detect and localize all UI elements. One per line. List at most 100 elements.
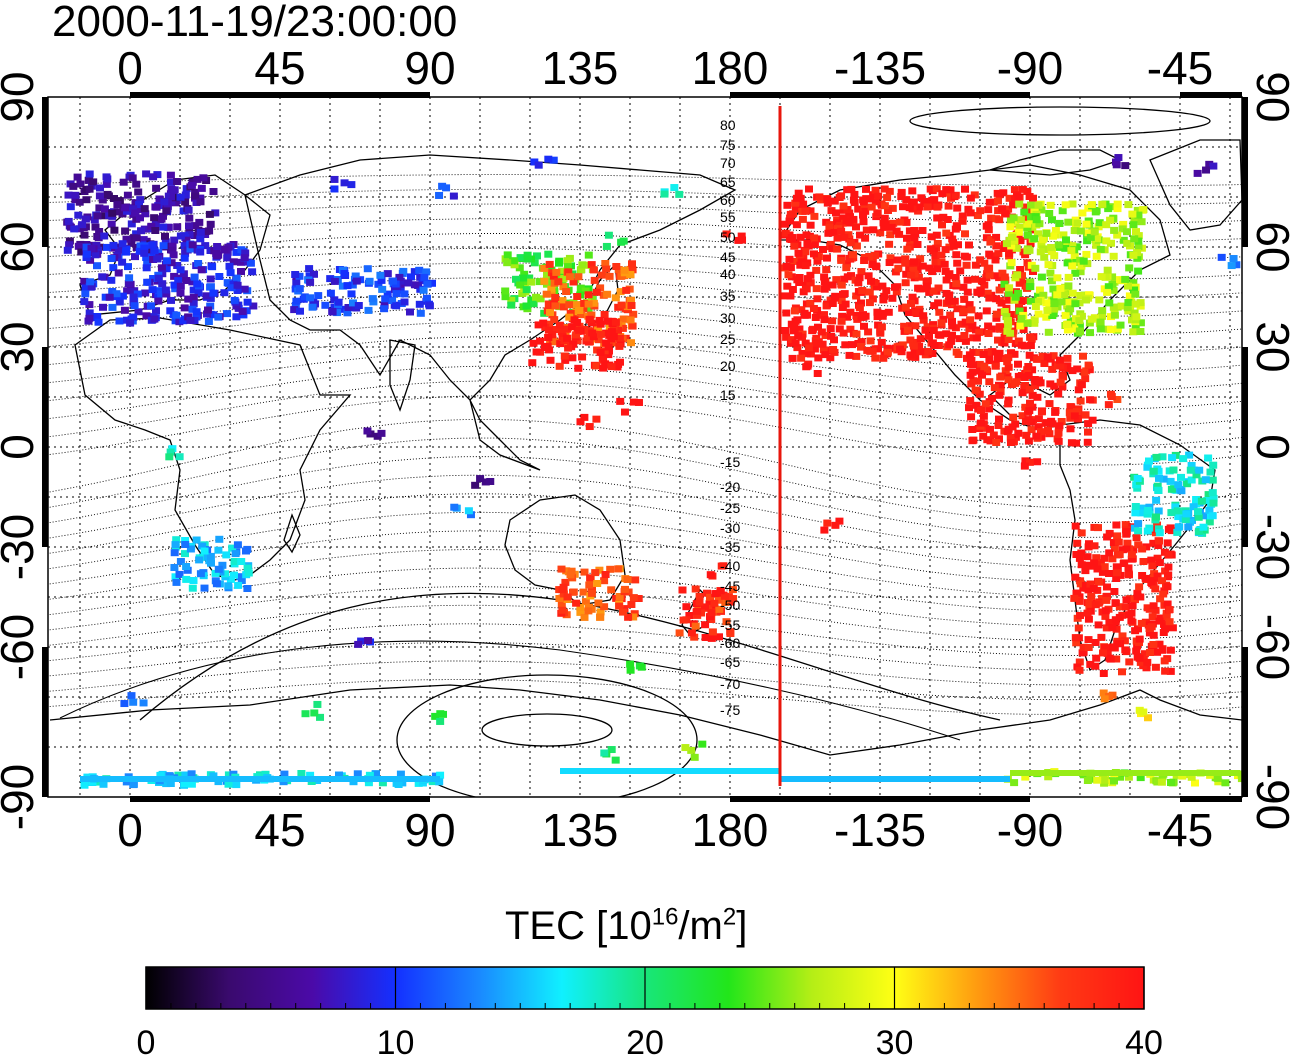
contour-label: 50 xyxy=(720,229,736,245)
tec-cell xyxy=(1090,228,1099,236)
tec-cell xyxy=(839,329,848,337)
tec-cell xyxy=(958,212,967,220)
tec-cell xyxy=(450,503,459,511)
tec-cell xyxy=(1025,407,1034,415)
tec-cell xyxy=(547,285,556,293)
tec-cell xyxy=(780,776,1010,782)
tec-cell xyxy=(1090,559,1099,567)
tec-cell xyxy=(1165,618,1174,626)
tec-cell xyxy=(1142,543,1151,551)
tec-cell xyxy=(153,171,162,179)
tec-cell xyxy=(1047,248,1056,256)
tec-cell xyxy=(985,405,994,413)
tec-cell xyxy=(149,256,158,263)
tec-cell xyxy=(919,312,928,320)
tec-cell xyxy=(690,633,699,641)
lon-label-bottom: 0 xyxy=(117,804,143,856)
tec-cell xyxy=(143,278,152,286)
tec-cell xyxy=(113,201,122,209)
tec-cell xyxy=(850,199,859,206)
tec-cell xyxy=(1014,429,1023,437)
tec-cell xyxy=(392,290,401,298)
tec-cell xyxy=(108,288,117,295)
tec-cell xyxy=(961,230,969,238)
tec-cell xyxy=(295,285,304,293)
tec-cell xyxy=(983,289,992,297)
tec-cell xyxy=(449,192,458,200)
tec-cell xyxy=(142,312,151,320)
tec-cell xyxy=(173,262,182,269)
tec-cell xyxy=(915,342,924,350)
tec-cell xyxy=(1124,564,1133,572)
tec-cell xyxy=(519,274,527,282)
tec-cell xyxy=(952,280,961,288)
tec-cell xyxy=(243,564,252,572)
tec-cell xyxy=(1149,641,1158,648)
tec-cell xyxy=(972,334,981,342)
tec-cell xyxy=(135,201,143,209)
tec-cell xyxy=(705,600,714,608)
bottom-bar xyxy=(1180,796,1242,802)
tec-cell xyxy=(1152,513,1160,521)
tec-cell xyxy=(803,350,811,358)
tec-cell xyxy=(85,185,94,193)
tec-cell xyxy=(1047,277,1056,285)
tec-cell xyxy=(576,608,585,616)
tec-cell xyxy=(1021,773,1030,781)
tec-cell xyxy=(1148,613,1157,621)
tec-cell xyxy=(975,360,984,368)
tec-cell xyxy=(507,296,516,304)
tec-cell xyxy=(711,590,720,598)
tec-cell xyxy=(1042,313,1051,321)
tec-cell xyxy=(158,280,167,288)
tec-cell xyxy=(378,285,387,293)
tec-cell xyxy=(133,290,142,298)
tec-cell xyxy=(837,297,846,304)
tec-cell xyxy=(1026,278,1035,286)
tec-cell xyxy=(728,595,737,603)
tec-cell xyxy=(108,303,117,311)
tec-cell xyxy=(1000,308,1009,315)
tec-cell xyxy=(885,187,894,195)
tec-cell xyxy=(589,266,598,274)
tec-cell xyxy=(180,242,189,250)
tec-cell xyxy=(192,308,201,316)
tec-cell xyxy=(557,328,566,336)
lat-label-right: 90 xyxy=(1247,71,1292,122)
tec-cell xyxy=(1050,305,1059,313)
tec-cell xyxy=(996,382,1005,390)
lon-label-bottom: -45 xyxy=(1147,804,1213,856)
tec-cell xyxy=(802,285,811,293)
tec-cell xyxy=(326,289,335,297)
tec-cell xyxy=(115,317,124,325)
tec-cell xyxy=(573,319,582,326)
tec-cell xyxy=(240,285,249,293)
tec-cell xyxy=(400,290,409,298)
tec-cell xyxy=(1137,619,1146,627)
tec-cell xyxy=(999,245,1008,252)
tec-cell xyxy=(536,337,545,345)
tec-cell xyxy=(378,779,387,787)
tec-cell xyxy=(949,242,958,250)
tec-cell xyxy=(486,477,495,485)
tec-cell xyxy=(182,563,191,570)
tec-cell xyxy=(1135,583,1144,591)
tec-cell xyxy=(1155,537,1163,545)
tec-cell xyxy=(1015,200,1024,208)
tec-cell xyxy=(842,260,851,268)
tec-cell xyxy=(1004,363,1013,371)
tec-cell xyxy=(193,175,202,183)
tec-cell xyxy=(992,295,1001,303)
tec-cell xyxy=(984,330,993,337)
tec-cell xyxy=(989,431,998,439)
tec-cell xyxy=(615,602,624,610)
tec-cell xyxy=(1034,292,1042,300)
tec-cell xyxy=(1054,437,1063,445)
tec-cell xyxy=(1077,312,1086,320)
tec-cell xyxy=(726,628,735,636)
tec-cell xyxy=(706,571,715,579)
tec-cell xyxy=(871,198,880,206)
tec-cell xyxy=(885,240,894,248)
tec-cell xyxy=(948,322,957,330)
tec-cell xyxy=(616,397,625,405)
